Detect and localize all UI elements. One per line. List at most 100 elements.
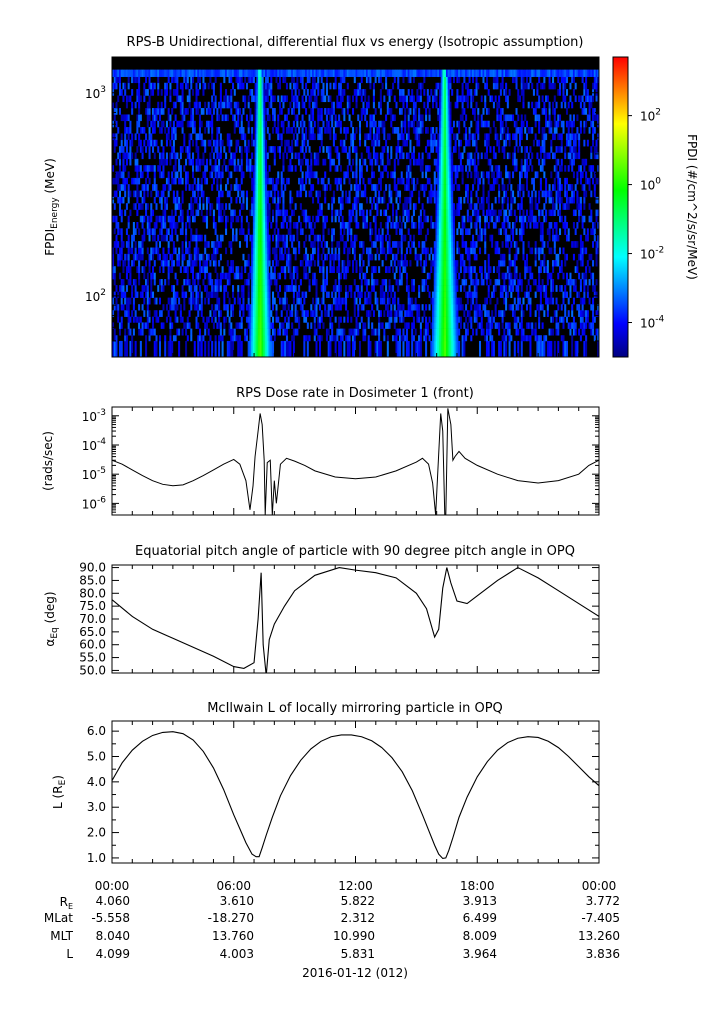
spectrogram-cell (134, 316, 137, 323)
spectrogram-cell (324, 184, 327, 191)
spectrogram-cell (155, 241, 158, 248)
spectrogram-cell (574, 139, 577, 147)
spectrogram-cell (167, 279, 170, 286)
spectrogram-cell (167, 190, 170, 198)
spectrogram-cell (294, 127, 297, 134)
spectrogram-cell (432, 297, 435, 305)
spectrogram-cell (176, 120, 179, 128)
spectrogram-cell (355, 222, 358, 229)
spectrogram-cell (280, 322, 283, 329)
spectrogram-cell (118, 196, 121, 204)
spectrogram-cell (138, 279, 141, 286)
spectrogram-cell (409, 165, 412, 172)
spectrogram-cell (320, 310, 323, 317)
spectrogram-cell (244, 139, 247, 147)
spectrogram-cell (190, 209, 193, 217)
spectrogram-cell (499, 171, 502, 179)
spectrogram-cell (449, 241, 452, 248)
spectrogram-cell (513, 266, 516, 274)
spectrogram-cell (451, 165, 454, 172)
spectrogram-cell (152, 114, 155, 122)
spectrogram-cell (405, 335, 408, 342)
spectrogram-cell (553, 209, 556, 217)
spectrogram-cell (395, 196, 398, 204)
spectrogram-cell (485, 152, 488, 160)
spectrogram-cell (397, 285, 400, 292)
spectrogram-cell (398, 304, 402, 311)
spectrogram-cell (259, 328, 262, 336)
spectrogram-cell (454, 335, 457, 342)
spectrogram-cell (395, 222, 398, 229)
spectrogram-cell (256, 260, 259, 267)
spectrogram-cell (244, 133, 247, 141)
spectrogram-cell (218, 304, 221, 311)
spectrogram-cell (214, 158, 217, 166)
spectrogram-cell (221, 335, 224, 342)
spectrogram-cell (574, 279, 577, 286)
spectrogram-cell (447, 291, 450, 298)
spectrogram-cell (350, 241, 353, 248)
spectrogram-cell (510, 196, 513, 204)
spectrogram-cell (139, 171, 142, 179)
spectrogram-cell (438, 291, 442, 298)
spectrogram-cell (277, 177, 280, 185)
spectrogram-cell (287, 322, 290, 329)
spectrogram-cell (181, 228, 184, 236)
spectrogram-cell (172, 247, 175, 255)
spectrogram-cell (338, 120, 341, 128)
spectrogram-cell (226, 215, 229, 223)
spectrogram-cell (468, 260, 471, 267)
spectrogram-cell (345, 133, 348, 141)
spectrogram-cell (353, 146, 356, 153)
spectrogram-cell (534, 215, 537, 223)
spectrogram-cell (430, 260, 433, 267)
spectrogram-cell (183, 297, 186, 305)
spectrogram-cell (465, 228, 468, 236)
spectrogram-cell (258, 279, 261, 286)
spectrogram-cell (567, 310, 570, 317)
spectrogram-cell (230, 209, 233, 217)
spectrogram-cell (245, 203, 248, 210)
spectrogram-cell (425, 316, 428, 323)
spectrogram-cell (153, 184, 156, 191)
spectrogram-cell (310, 120, 313, 128)
spectrogram-cell (237, 285, 240, 292)
spectrogram-cell (435, 328, 438, 336)
spectrogram-cell (141, 203, 144, 210)
spectrogram-cell (360, 203, 363, 210)
spectrogram-cell (240, 177, 243, 185)
spectrogram-cell (586, 177, 589, 185)
spectrogram-cell (294, 285, 297, 292)
spectrogram-cell (552, 228, 555, 236)
spectrogram-cell (499, 291, 502, 298)
spectrogram-cell (117, 171, 120, 179)
spectrogram-cell (258, 165, 261, 172)
spectrogram-cell (247, 260, 250, 267)
spectrogram-cell (132, 222, 135, 229)
spectrogram-cell (418, 120, 421, 128)
spectrogram-cell (491, 241, 494, 248)
spectrogram-cell (235, 139, 238, 147)
spectrogram-cell (583, 120, 586, 128)
spectrogram-cell (325, 272, 328, 280)
spectrogram-cell (438, 234, 442, 242)
spectrogram-cell (247, 222, 250, 229)
spectrogram-cell (162, 266, 165, 274)
spectrogram-cell (517, 203, 520, 210)
spectrogram-cell (280, 171, 283, 179)
spectrogram-cell (437, 158, 440, 166)
spectrogram-cell (465, 190, 468, 198)
spectrogram-cell (505, 304, 508, 311)
spectrogram-cell (268, 316, 271, 323)
spectrogram-cell (550, 328, 553, 336)
spectrogram-cell (216, 146, 219, 153)
spectrogram-cell (418, 291, 421, 298)
spectrogram-cell (223, 146, 226, 153)
spectrogram-cell (183, 291, 186, 298)
spectrogram-cell (131, 139, 134, 147)
spectrogram-cell (489, 328, 492, 336)
spectrogram-cell (341, 215, 344, 223)
spectrogram-cell (426, 127, 429, 134)
spectrogram-cell (254, 158, 257, 166)
spectrogram-cell (485, 171, 488, 179)
